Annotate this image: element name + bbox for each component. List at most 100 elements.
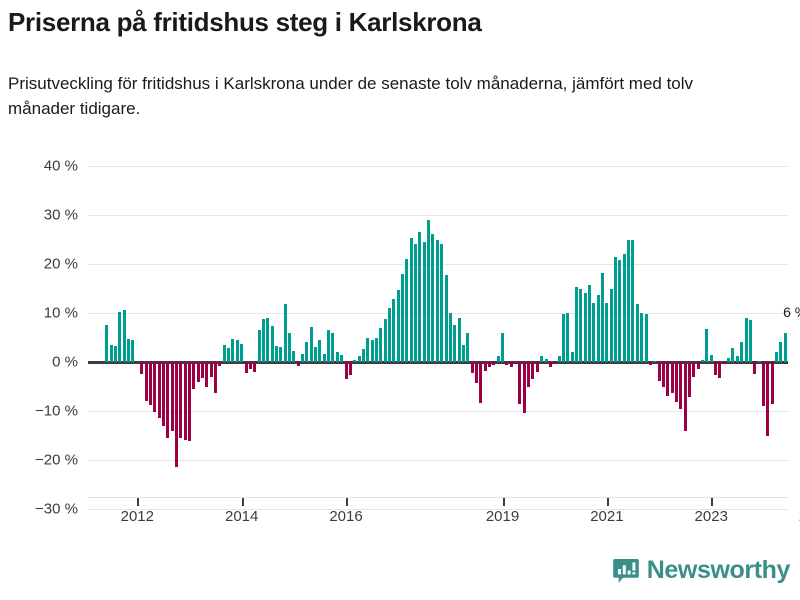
bar bbox=[227, 348, 231, 362]
bar bbox=[148, 362, 152, 406]
bar bbox=[109, 344, 113, 362]
bar bbox=[770, 362, 774, 405]
bar bbox=[283, 304, 287, 362]
bar bbox=[374, 338, 378, 362]
bar bbox=[170, 362, 174, 431]
x-axis-tick-label: 2014 bbox=[224, 508, 259, 525]
bar bbox=[379, 327, 383, 362]
bar bbox=[366, 337, 370, 362]
bar bbox=[257, 329, 261, 362]
bar bbox=[453, 324, 457, 362]
bar bbox=[396, 290, 400, 362]
bar bbox=[561, 313, 565, 362]
bar bbox=[474, 362, 478, 383]
bar bbox=[574, 286, 578, 362]
bar bbox=[661, 362, 665, 387]
bar bbox=[422, 242, 426, 362]
bar bbox=[757, 361, 761, 363]
bar bbox=[718, 362, 722, 378]
bar bbox=[105, 325, 109, 362]
bar bbox=[344, 362, 348, 379]
bar bbox=[622, 254, 626, 362]
bar bbox=[144, 362, 148, 402]
bar bbox=[444, 274, 448, 362]
bar bbox=[388, 308, 391, 362]
bar bbox=[161, 362, 165, 426]
footer: Newsworthy bbox=[0, 550, 800, 600]
bar bbox=[544, 359, 548, 362]
x-axis-line bbox=[88, 497, 788, 498]
bar bbox=[244, 362, 248, 373]
bar bbox=[666, 362, 670, 397]
newsworthy-logo[interactable]: Newsworthy bbox=[612, 556, 791, 585]
bar bbox=[357, 356, 361, 362]
bar bbox=[222, 345, 226, 362]
bar bbox=[535, 362, 539, 372]
bar bbox=[409, 237, 413, 362]
bar bbox=[766, 362, 770, 437]
bar bbox=[518, 362, 522, 405]
bar bbox=[779, 342, 783, 362]
bar bbox=[261, 318, 265, 362]
bar bbox=[531, 362, 535, 379]
bar bbox=[279, 347, 283, 362]
logo-text: Newsworthy bbox=[646, 556, 791, 584]
bar bbox=[218, 362, 222, 366]
bar bbox=[131, 340, 135, 362]
bar bbox=[274, 346, 278, 362]
bar bbox=[231, 339, 235, 362]
bar bbox=[670, 362, 674, 394]
bar bbox=[618, 260, 622, 362]
bar bbox=[405, 259, 409, 362]
bar bbox=[479, 362, 483, 404]
bar bbox=[266, 317, 270, 362]
bar bbox=[340, 355, 344, 362]
bar bbox=[601, 272, 605, 362]
bar bbox=[614, 257, 618, 362]
y-axis-tick-label: −10 % bbox=[35, 402, 78, 420]
y-axis-tick-label: 0 % bbox=[52, 353, 78, 371]
bar bbox=[153, 362, 157, 412]
x-axis-tick-label: 2012 bbox=[120, 508, 154, 525]
bar bbox=[314, 347, 318, 362]
bar bbox=[696, 362, 700, 369]
bar bbox=[470, 362, 474, 373]
y-axis-tick-label: 40 % bbox=[43, 157, 78, 175]
bar bbox=[644, 313, 648, 362]
bar bbox=[461, 345, 465, 362]
bar bbox=[674, 362, 678, 403]
bar bbox=[370, 340, 374, 362]
bar bbox=[627, 239, 631, 362]
gridline bbox=[88, 411, 788, 412]
bar bbox=[188, 362, 191, 442]
bar bbox=[205, 362, 209, 388]
bar bbox=[209, 362, 213, 377]
bar bbox=[440, 244, 444, 362]
bar bbox=[483, 362, 487, 371]
x-axis-tick-mark bbox=[502, 498, 505, 506]
x-axis-tick-mark bbox=[346, 498, 349, 506]
y-axis-tick-label: −20 % bbox=[35, 451, 78, 469]
bar bbox=[705, 328, 709, 362]
bar bbox=[540, 356, 544, 362]
bar bbox=[322, 354, 326, 362]
page-subtitle: Prisutveckling för fritidshus i Karlskro… bbox=[8, 74, 694, 118]
bar bbox=[605, 303, 609, 362]
bar bbox=[761, 362, 765, 407]
bar bbox=[566, 313, 570, 362]
bar bbox=[596, 295, 600, 362]
bar bbox=[301, 354, 305, 362]
x-axis-tick-mark bbox=[137, 498, 140, 506]
bar bbox=[579, 288, 583, 362]
bar bbox=[466, 332, 470, 362]
bar bbox=[414, 244, 418, 362]
bar bbox=[157, 362, 161, 419]
bar bbox=[309, 326, 313, 362]
bar bbox=[501, 332, 505, 362]
bar bbox=[570, 352, 574, 362]
bar bbox=[431, 233, 435, 362]
bar bbox=[335, 352, 339, 362]
bar bbox=[735, 356, 739, 362]
bar bbox=[583, 293, 587, 362]
bar bbox=[296, 362, 300, 366]
